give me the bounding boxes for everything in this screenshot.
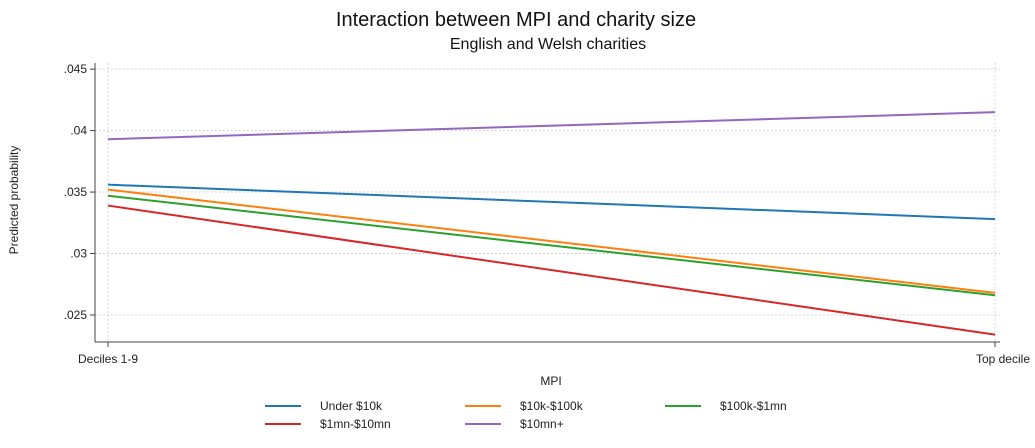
series-line <box>107 194 996 297</box>
series-line <box>107 204 996 336</box>
plot-area: .025 .03 .035 .04 .045 Deciles 1-9 Top decile <box>64 62 1031 366</box>
y-tick-label: .025 <box>64 308 88 322</box>
series-line <box>107 188 996 294</box>
x-axis-label: MPI <box>540 374 561 388</box>
legend-label: $100k-$1mn <box>720 399 787 413</box>
legend-label: $10mn+ <box>520 417 564 431</box>
series-line <box>107 183 996 221</box>
y-tick-label: .035 <box>64 185 88 199</box>
chart-subtitle: English and Welsh charities <box>450 36 646 53</box>
chart-title: Interaction between MPI and charity size <box>336 9 696 31</box>
y-tick-label: .045 <box>64 62 88 76</box>
x-tick-label: Top decile <box>976 352 1030 366</box>
y-axis-label: Predicted probability <box>7 146 21 255</box>
legend-label: $1mn-$10mn <box>320 417 391 431</box>
series-line <box>107 111 996 141</box>
legend-label: Under $10k <box>320 399 383 413</box>
y-tick-label: .04 <box>70 124 87 138</box>
legend: Under $10k $10k-$100k $100k-$1mn $1mn-$10mn… <box>265 399 787 431</box>
legend-label: $10k-$100k <box>520 399 584 413</box>
y-tick-label: .03 <box>70 247 87 261</box>
x-tick-label: Deciles 1-9 <box>78 352 138 366</box>
